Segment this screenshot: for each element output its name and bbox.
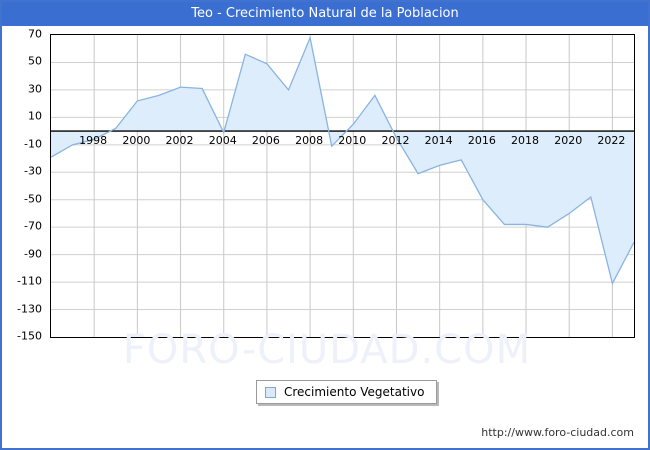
chart-svg [51,35,634,337]
chart-legend[interactable]: Crecimiento Vegetativo [256,380,438,404]
y-axis-tick-label: -10 [24,137,42,151]
y-axis-tick-label: 10 [28,109,42,123]
y-axis-labels: 70 50 30 10 -10 -30 -50 -70 -90 -110 -130 -150 [2,28,46,343]
y-axis-tick-label: 50 [28,54,42,68]
plot-area [50,34,635,338]
y-axis-tick-label: -50 [24,192,42,206]
legend-label: Crecimiento Vegetativo [284,385,425,399]
y-axis-tick-label: -110 [17,274,42,288]
legend-swatch-icon [265,386,276,398]
y-axis-tick-label: -150 [17,329,42,343]
y-axis-tick-label: 30 [28,82,42,96]
footer-url: http://www.foro-ciudad.com [481,426,634,439]
window-title: Teo - Crecimiento Natural de la Poblacio… [2,2,648,26]
y-axis-tick-label: 70 [28,27,42,41]
y-axis-tick-label: -90 [24,247,42,261]
y-axis-tick-label: -130 [17,302,42,316]
y-axis-tick-label: -30 [24,164,42,178]
y-axis-tick-label: -70 [24,219,42,233]
